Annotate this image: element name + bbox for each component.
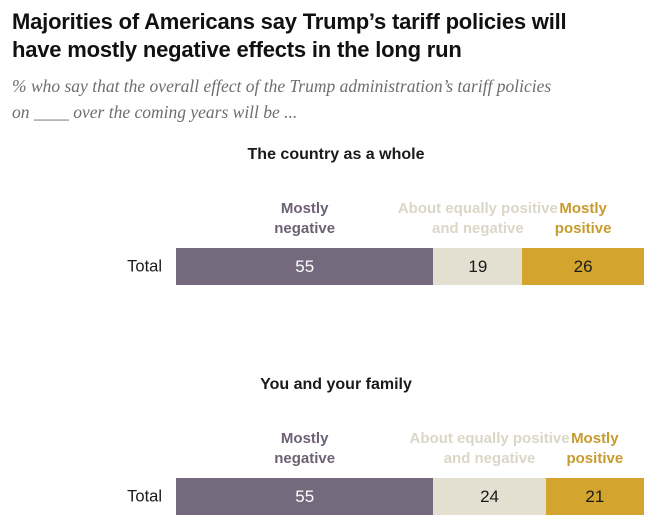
segment-value: 55: [295, 256, 315, 276]
legend-cell-equally-positive-negative: About equally positive and negative: [398, 198, 558, 242]
bar-segment-equally-positive-negative: 24: [433, 478, 546, 515]
legend-label-mostly-negative: Mostly negative: [274, 430, 336, 467]
segment-value: 24: [480, 486, 499, 506]
segment-value: 26: [573, 256, 593, 276]
stacked-bar-total: Total 55 24 21: [127, 478, 644, 515]
figure-subtitle: % who say that the overall effect of the…: [12, 73, 660, 125]
bar-area: Mostly negative About equally positive a…: [127, 428, 644, 515]
bar-segment-mostly-positive: 26: [522, 248, 644, 285]
chart-figure: Majorities of Americans say Trump’s tari…: [12, 8, 660, 515]
bar-area: Mostly negative About equally positive a…: [127, 198, 644, 285]
figure-title-line1: Majorities of Americans say Trump’s tari…: [12, 9, 567, 34]
legend-label-equally-positive-negative: About equally positive and negative: [409, 430, 570, 467]
row-label-total: Total: [127, 487, 162, 505]
figure-subtitle-line1: % who say that the overall effect of the…: [12, 76, 552, 96]
legend-cell-mostly-negative: Mostly negative: [176, 198, 433, 242]
chart-heading: The country as a whole: [247, 146, 425, 163]
chart-country-as-a-whole: The country as a whole Mostly negative A…: [12, 145, 660, 285]
segment-value: 55: [295, 486, 315, 506]
legend-row: Mostly negative About equally positive a…: [176, 198, 644, 242]
segment-value: 19: [468, 256, 488, 276]
legend-cell-mostly-negative: Mostly negative: [176, 428, 433, 472]
legend-label-mostly-negative: Mostly negative: [274, 200, 336, 237]
segment-value: 21: [585, 486, 605, 506]
chart-you-and-your-family: You and your family Mostly negative Abou…: [12, 375, 660, 515]
bar-segment-mostly-negative: 55: [176, 478, 434, 515]
figure-subtitle-line2: on ____ over the coming years will be ..…: [12, 102, 298, 122]
bar-segment-mostly-negative: 55: [176, 248, 434, 285]
legend-cell-mostly-positive: Mostly positive: [546, 428, 644, 472]
row-label-total: Total: [127, 257, 162, 275]
bar-segment-mostly-positive: 21: [545, 478, 644, 515]
legend-cell-mostly-positive: Mostly positive: [522, 198, 644, 242]
legend-cell-equally-positive-negative: About equally positive and negative: [410, 428, 570, 472]
figure-title-line2: have mostly negative effects in the long…: [12, 37, 462, 62]
legend-row: Mostly negative About equally positive a…: [176, 428, 644, 472]
figure-title: Majorities of Americans say Trump’s tari…: [12, 8, 660, 64]
chart-heading: You and your family: [260, 376, 412, 393]
stacked-bar-total: Total 55 19 26: [127, 248, 644, 285]
legend-label-mostly-positive: Mostly positive: [554, 200, 612, 237]
bar-segment-equally-positive-negative: 19: [433, 248, 523, 285]
legend-label-mostly-positive: Mostly positive: [566, 430, 624, 467]
legend-label-equally-positive-negative: About equally positive and negative: [397, 200, 558, 237]
